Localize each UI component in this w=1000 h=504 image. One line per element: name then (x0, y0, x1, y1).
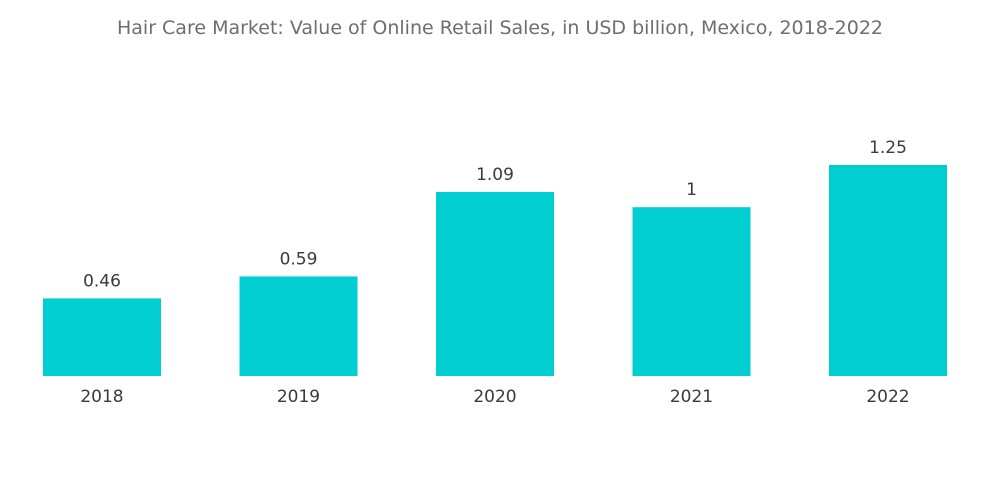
x-tick-label-2018: 2018 (80, 387, 123, 407)
value-label-2019: 0.59 (280, 249, 318, 269)
value-label-2021: 1 (686, 180, 697, 200)
bar-2019 (239, 276, 358, 376)
bar-2018 (43, 298, 161, 376)
value-labels-group: 0.46 0.59 1.09 1 1.25 (83, 138, 907, 291)
value-label-2022: 1.25 (869, 138, 907, 158)
value-label-2018: 0.46 (83, 271, 121, 291)
x-axis-ticks-group: 2018 2019 2020 2021 2022 (80, 387, 909, 407)
value-label-2020: 1.09 (476, 165, 514, 185)
x-tick-label-2020: 2020 (473, 387, 516, 407)
x-tick-label-2022: 2022 (866, 387, 909, 407)
bars-group (43, 165, 947, 376)
bar-2020 (436, 192, 554, 376)
bar-2022 (829, 165, 947, 376)
x-tick-label-2021: 2021 (670, 387, 713, 407)
chart-title: Hair Care Market: Value of Online Retail… (116, 17, 884, 39)
bar-2021 (632, 207, 751, 376)
x-tick-label-2019: 2019 (277, 387, 320, 407)
